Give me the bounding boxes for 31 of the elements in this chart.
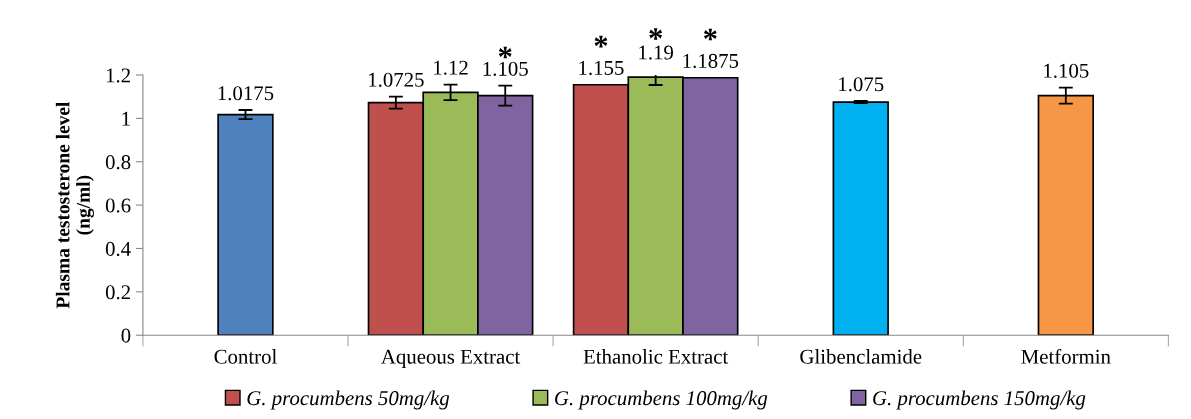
data-label: 1.105 [1044,63,1089,78]
y-tick-label: 0 [121,328,131,343]
x-tick-label: Metformin [1021,348,1111,364]
y-tick-label: 1 [122,111,130,126]
data-label: 1.0175 [218,86,274,101]
data-label: 1.1875 [683,53,739,69]
bar [832,101,889,336]
data-label: 1.075 [839,77,884,92]
data-label: 1.105 [483,61,528,76]
legend-label: G. procumbens 100mg/kg [555,390,768,410]
x-tick-label: Control [214,349,277,364]
annotation: * [498,46,512,59]
data-label: 1.155 [579,61,624,76]
y-tick-label: 1.2 [106,68,130,83]
data-label: 1.0725 [369,72,424,87]
legend-label: G. procumbens 50mg/kg [247,390,450,410]
data-label: 1.12 [434,60,468,75]
y-tick-label: 0.8 [105,155,131,170]
legend-label: G. procumbens 150mg/kg [873,390,1086,410]
x-tick-label: Aqueous Extract [381,349,521,368]
data-label: 1.19 [639,45,674,60]
x-tick-label: Glibenclamide [800,349,922,364]
y-tick-label: 0.6 [105,198,131,213]
y-tick-label: 0.4 [105,241,131,256]
y-axis-title: Plasma testosterone level (ng/ml) [55,101,94,309]
annotation: * [703,28,717,41]
y-tick-label: 0.2 [105,285,130,300]
annotation: * [649,28,663,40]
bar [217,113,274,336]
x-tick-label: Ethanolic Extract [583,349,729,364]
annotation: * [594,35,608,48]
